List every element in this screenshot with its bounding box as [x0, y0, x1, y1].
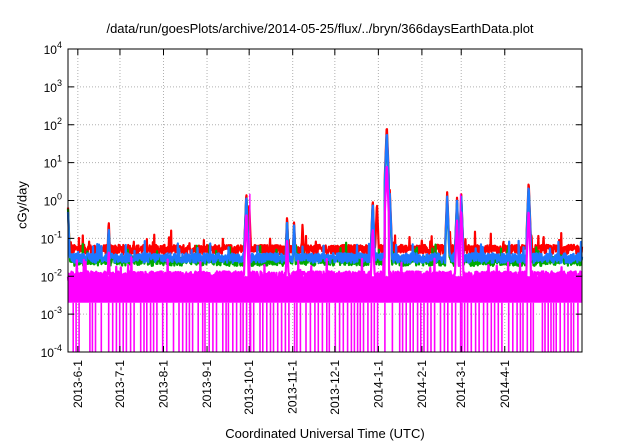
magenta-dropouts — [72, 302, 579, 352]
x-tick-label: 2013-11-1 — [286, 360, 300, 414]
series-line — [66, 133, 584, 264]
x-tick-label: 2014-4-1 — [498, 360, 512, 408]
magenta-band — [68, 276, 582, 303]
x-tick-label: 2013-9-1 — [200, 360, 214, 408]
x-tick-label: 2014-3-1 — [454, 360, 468, 408]
y-tick-label: 100 — [44, 192, 62, 209]
y-tick-label: 10-4 — [41, 343, 62, 360]
x-tick-label: 2013-12-1 — [328, 360, 342, 415]
y-tick-label: 10-2 — [41, 267, 62, 284]
magenta-gap — [459, 193, 462, 352]
x-tick-label: 2014-2-1 — [415, 360, 429, 408]
series-line — [66, 128, 584, 256]
y-tick-label: 10-3 — [41, 305, 62, 322]
x-tick-label: 2013-10-1 — [242, 360, 256, 415]
x-tick-label: 2014-1-1 — [371, 360, 385, 408]
y-tick-label: 101 — [44, 154, 62, 171]
magenta-gap — [249, 193, 251, 352]
y-tick-label: 10-1 — [41, 229, 62, 246]
y-tick-label: 103 — [44, 78, 62, 95]
chart-title: /data/run/goesPlots/archive/2014-05-25/f… — [106, 21, 534, 36]
x-tick-label: 2013-8-1 — [156, 360, 170, 408]
y-tick-label: 102 — [44, 116, 62, 133]
y-tick-label: 104 — [44, 40, 62, 57]
x-axis-label: Coordinated Universal Time (UTC) — [225, 426, 425, 441]
x-tick-label: 2013-6-1 — [71, 360, 85, 408]
x-tick-label: 2013-7-1 — [113, 360, 127, 408]
